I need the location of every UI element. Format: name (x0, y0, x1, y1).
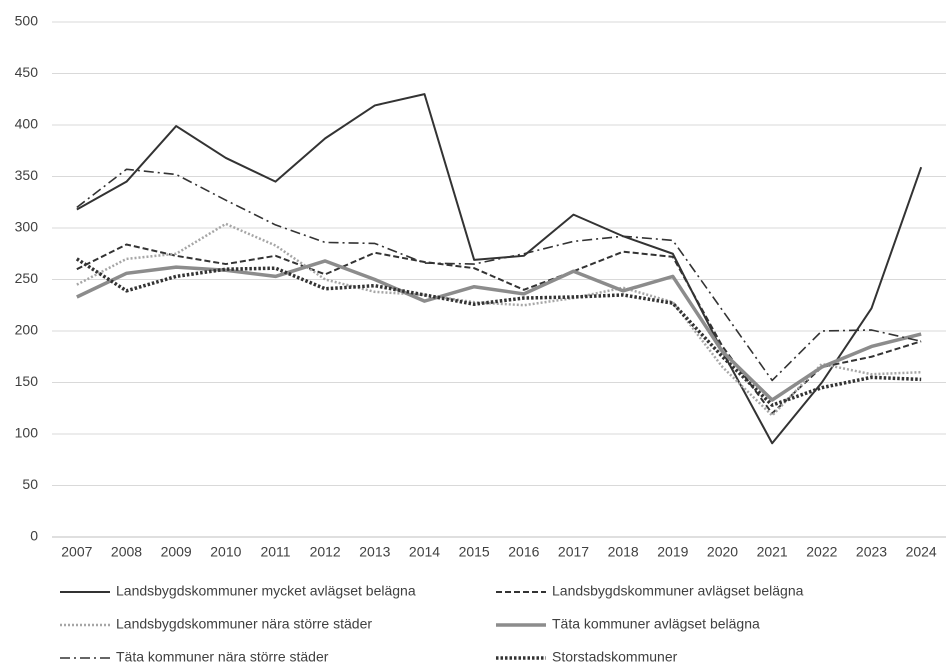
x-tick-label: 2013 (359, 544, 390, 560)
x-tick-label: 2022 (806, 544, 837, 560)
x-tick-label: 2024 (906, 544, 937, 560)
line-series (76, 93, 923, 445)
x-tick-label: 2017 (558, 544, 589, 560)
x-tick-label: 2009 (161, 544, 192, 560)
y-tick-label: 300 (15, 219, 39, 235)
legend-label: Landsbygdskommuner nära större städer (116, 616, 372, 632)
x-tick-label: 2012 (310, 544, 341, 560)
legend-label: Landsbygdskommuner avlägset belägna (552, 583, 804, 599)
y-tick-label: 150 (15, 373, 39, 389)
line-series (76, 243, 922, 415)
y-tick-label: 100 (15, 425, 39, 441)
x-tick-label: 2020 (707, 544, 738, 560)
y-tick-label: 200 (15, 322, 39, 338)
x-tick-label: 2023 (856, 544, 887, 560)
x-tick-label: 2018 (608, 544, 639, 560)
y-tick-label: 400 (15, 116, 39, 132)
y-tick-label: 250 (15, 270, 39, 286)
legend-label: Täta kommuner avlägset belägna (552, 616, 760, 632)
line-series (76, 168, 922, 382)
x-tick-label: 2019 (657, 544, 688, 560)
x-tick-label: 2015 (459, 544, 490, 560)
y-tick-label: 450 (15, 64, 39, 80)
legend-label: Täta kommuner nära större städer (116, 649, 329, 664)
y-tick-label: 0 (30, 528, 38, 544)
y-tick-label: 500 (15, 13, 39, 29)
line-series (76, 259, 922, 402)
x-tick-label: 2014 (409, 544, 440, 560)
y-tick-label: 350 (15, 167, 39, 183)
x-tick-label: 2010 (210, 544, 241, 560)
x-tick-label: 2021 (757, 544, 788, 560)
x-tick-label: 2007 (61, 544, 92, 560)
line-series (75, 257, 922, 407)
y-tick-label: 50 (22, 476, 38, 492)
x-tick-label: 2008 (111, 544, 142, 560)
legend-label: Landsbygdskommuner mycket avlägset beläg… (116, 583, 416, 599)
x-tick-label: 2016 (508, 544, 539, 560)
x-tick-label: 2011 (260, 544, 290, 560)
legend-label: Storstadskommuner (552, 649, 678, 664)
